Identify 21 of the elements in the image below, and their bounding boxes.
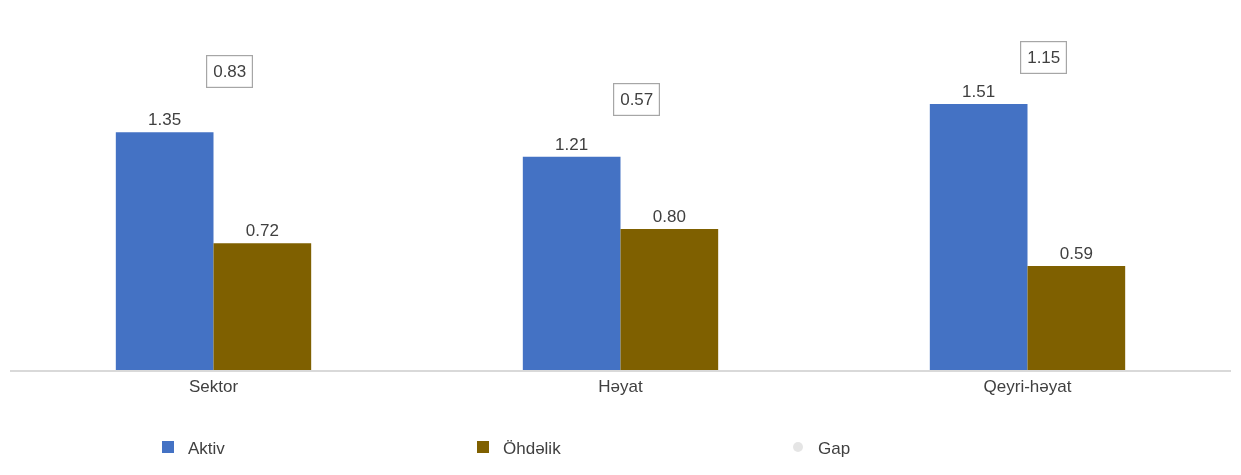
x-tick-label: Sektor	[188, 377, 239, 397]
data-label: 0.72	[245, 221, 279, 241]
legend-label: Aktiv	[188, 438, 226, 458]
data-label: 1.51	[962, 82, 996, 101]
data-label: 0.80	[652, 207, 686, 227]
legend-label: Gap	[818, 438, 851, 458]
data-label: 1.21	[555, 134, 589, 154]
annotation: 0.57	[620, 90, 654, 110]
x-tick-label: Qeyri-həyat	[983, 377, 1072, 397]
text: 0.83	[213, 62, 247, 82]
bar	[620, 229, 719, 370]
bar	[213, 243, 312, 370]
bar	[929, 104, 1028, 370]
legend-label: Öhdəlik	[503, 438, 562, 458]
data-label: 1.35	[148, 110, 182, 130]
bar	[115, 132, 214, 370]
text: 1.15	[1027, 48, 1061, 68]
x-tick-label: Həyat	[598, 377, 643, 397]
bar	[522, 156, 621, 370]
bar	[1027, 266, 1126, 370]
data-label: 0.59	[1059, 244, 1093, 264]
